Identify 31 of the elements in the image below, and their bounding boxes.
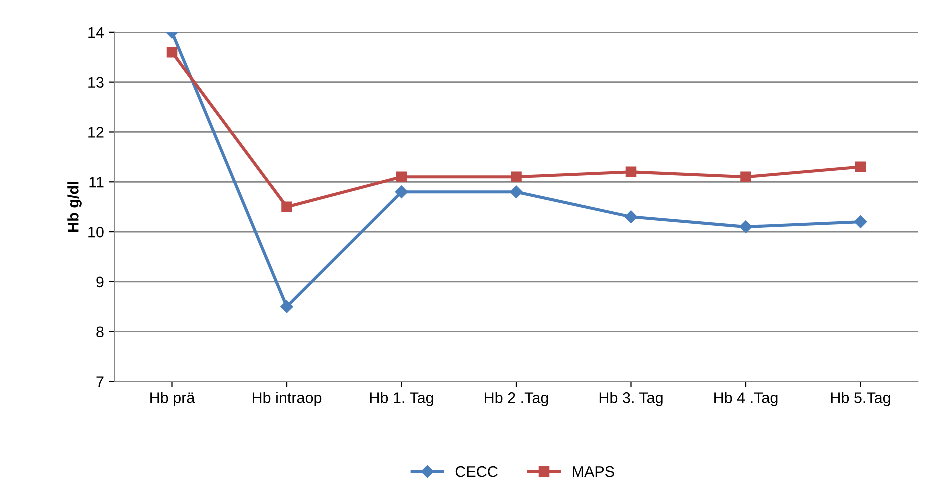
x-tick-label: Hb 2 .Tag [485,392,548,406]
y-tick-label: 10 [88,226,104,238]
point [626,166,637,178]
y-tick-label: 11 [90,177,104,188]
point [395,186,408,199]
legend-label: CECC [456,466,498,478]
point [740,220,752,234]
x-tick-label: Hb prä [150,392,196,406]
y-tick-label: 7 [96,376,104,388]
y-tick-label: 8 [96,326,104,338]
point [855,162,866,173]
x-tick-label: Hb 3. Tag [600,392,663,406]
point [511,172,522,183]
x-tick-label: Hb intraop [253,392,322,406]
x-tick-label: Hb 5.Tag [831,392,890,406]
y-tick-label: 13 [88,77,104,88]
x-tick-label: Hb 4 .Tag [714,392,778,406]
point [280,300,294,314]
point [624,210,638,224]
point [740,172,752,183]
y-tick-label: 9 [96,276,104,288]
point [396,172,408,183]
point [166,47,178,58]
point [854,216,868,228]
y-tick-label: 14 [88,27,104,38]
y-tick-label: 12 [88,127,104,138]
y-axis-title: Hb g/dl [68,182,82,232]
point [510,186,523,199]
point [282,202,292,212]
x-tick-label: Hb 1. Tag [370,392,434,406]
legend-label: MAPS [573,466,614,478]
